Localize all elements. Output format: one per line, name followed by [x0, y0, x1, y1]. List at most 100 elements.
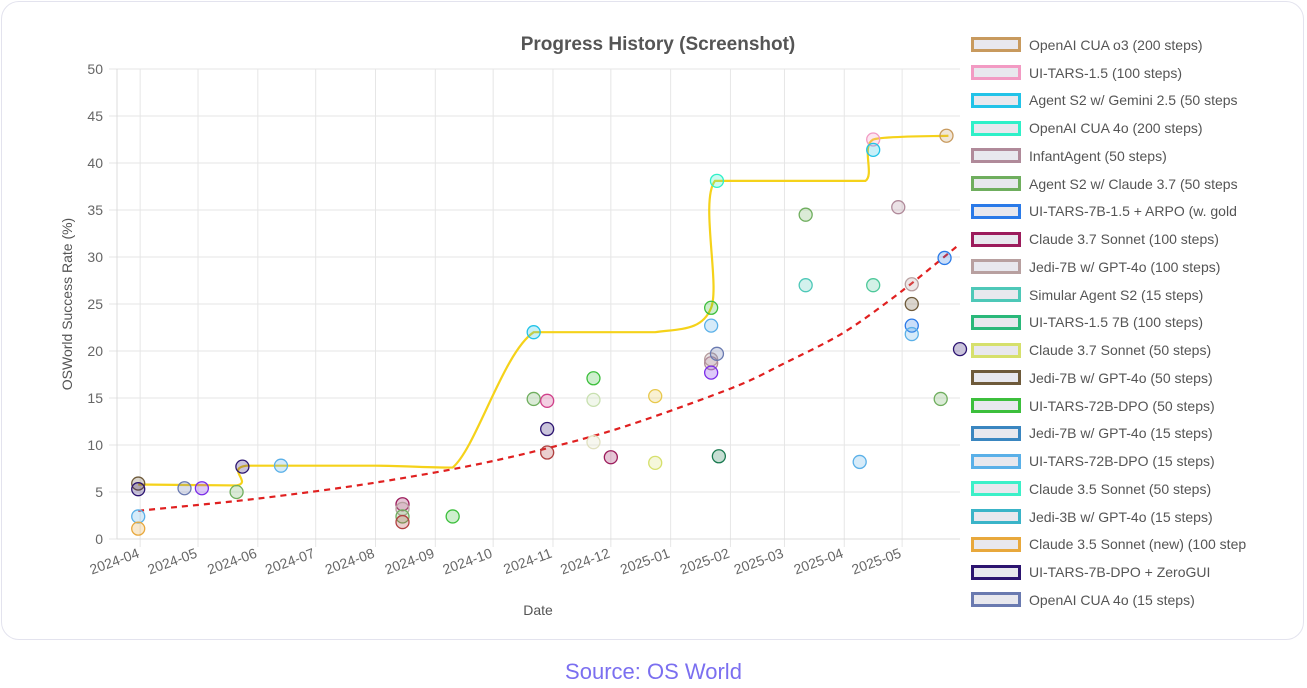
legend-label: Claude 3.5 Sonnet (50 steps)	[1029, 480, 1212, 497]
legend-label: OpenAI CUA 4o (200 steps)	[1029, 120, 1203, 137]
legend-item[interactable]: Simular Agent S2 (15 steps)	[971, 281, 1267, 309]
legend-label: Jedi-7B w/ GPT-4o (100 steps)	[1029, 258, 1221, 275]
legend-item[interactable]: Agent S2 w/ Claude 3.7 (50 steps	[971, 170, 1267, 198]
legend-label: OpenAI CUA o3 (200 steps)	[1029, 36, 1203, 53]
y-tick-label: 35	[87, 202, 103, 218]
data-point[interactable]	[852, 454, 867, 470]
legend-item[interactable]: Jedi-7B w/ GPT-4o (15 steps)	[971, 420, 1267, 448]
x-tick-label: 2025-05	[849, 545, 903, 578]
legend-item[interactable]: Claude 3.7 Sonnet (50 steps)	[971, 336, 1267, 364]
legend-item[interactable]: Jedi-7B w/ GPT-4o (50 steps)	[971, 364, 1267, 392]
trend-line	[138, 242, 961, 512]
x-tick-label: 2025-01	[618, 545, 672, 578]
data-point[interactable]	[586, 371, 601, 386]
legend-item[interactable]: UI-TARS-1.5 (100 steps)	[971, 59, 1267, 87]
data-point[interactable]	[798, 207, 813, 222]
data-point[interactable]	[131, 509, 146, 524]
legend-item[interactable]: UI-TARS-7B-1.5 + ARPO (w. gold	[971, 198, 1267, 226]
data-point[interactable]	[704, 300, 719, 315]
y-tick-label: 25	[87, 296, 103, 312]
legend-swatch	[971, 314, 1021, 330]
data-point[interactable]	[709, 346, 725, 361]
data-point[interactable]	[904, 326, 919, 342]
y-tick-label: 20	[87, 343, 103, 359]
data-point[interactable]	[939, 128, 954, 143]
legend-label: Claude 3.7 Sonnet (100 steps)	[1029, 231, 1219, 248]
data-point[interactable]	[603, 450, 618, 465]
data-point[interactable]	[445, 509, 460, 524]
data-point[interactable]	[229, 484, 244, 500]
x-tick-label: 2025-04	[792, 545, 846, 578]
legend-label: OpenAI CUA 4o (15 steps)	[1029, 591, 1195, 608]
data-point[interactable]	[273, 458, 289, 473]
data-point[interactable]	[131, 476, 146, 491]
legend-item[interactable]: OpenAI CUA o3 (200 steps)	[971, 31, 1267, 59]
legend-item[interactable]: Claude 3.7 Sonnet (100 steps)	[971, 225, 1267, 253]
x-tick-label: 2024-12	[558, 545, 612, 578]
legend-item[interactable]: Claude 3.5 Sonnet (50 steps)	[971, 475, 1267, 503]
legend-swatch	[971, 259, 1021, 275]
legend-swatch	[971, 203, 1021, 219]
data-point[interactable]	[866, 278, 881, 293]
data-point[interactable]	[937, 250, 952, 266]
data-point[interactable]	[704, 365, 719, 380]
legend-item[interactable]: Claude 3.5 Sonnet (new) (100 step	[971, 531, 1267, 559]
data-point[interactable]	[648, 388, 663, 404]
x-tick-label: 2024-11	[501, 545, 554, 577]
legend-item[interactable]: Jedi-3B w/ GPT-4o (15 steps)	[971, 503, 1267, 531]
legend-label: Jedi-7B w/ GPT-4o (50 steps)	[1029, 369, 1213, 386]
data-point[interactable]	[586, 435, 601, 450]
data-point[interactable]	[711, 449, 727, 464]
legend-item[interactable]: UI-TARS-1.5 7B (100 steps)	[971, 309, 1267, 337]
data-point[interactable]	[798, 278, 813, 293]
legend-item[interactable]: UI-TARS-72B-DPO (50 steps)	[971, 392, 1267, 420]
data-point[interactable]	[235, 459, 250, 474]
legend-swatch	[971, 370, 1021, 386]
legend-swatch	[971, 398, 1021, 414]
legend-item[interactable]: Jedi-7B w/ GPT-4o (100 steps)	[971, 253, 1267, 281]
data-point[interactable]	[395, 514, 410, 530]
legend-item[interactable]: OpenAI CUA 4o (15 steps)	[971, 586, 1267, 614]
y-tick-label: 50	[87, 61, 103, 77]
data-point[interactable]	[866, 132, 881, 147]
legend-item[interactable]: Agent S2 w/ Gemini 2.5 (50 steps	[971, 87, 1267, 115]
x-axis-label: Date	[523, 602, 553, 618]
data-point[interactable]	[526, 391, 541, 407]
data-point[interactable]	[395, 509, 410, 524]
data-point[interactable]	[540, 393, 555, 408]
legend-label: Agent S2 w/ Gemini 2.5 (50 steps	[1029, 92, 1238, 109]
data-point[interactable]	[952, 341, 968, 357]
legend-swatch	[971, 425, 1021, 441]
legend-item[interactable]: OpenAI CUA 4o (200 steps)	[971, 114, 1267, 142]
data-point[interactable]	[131, 521, 146, 536]
data-point[interactable]	[648, 455, 663, 471]
legend-label: Jedi-7B w/ GPT-4o (15 steps)	[1029, 425, 1213, 442]
data-point[interactable]	[891, 200, 906, 215]
legend-label: Claude 3.7 Sonnet (50 steps)	[1029, 342, 1212, 359]
legend-item[interactable]: UI-TARS-72B-DPO (15 steps)	[971, 447, 1267, 475]
data-point[interactable]	[709, 173, 725, 189]
legend-swatch	[971, 92, 1021, 108]
legend-label: UI-TARS-1.5 (100 steps)	[1029, 64, 1183, 81]
legend-item[interactable]: UI-TARS-7B-DPO + ZeroGUI	[971, 558, 1267, 586]
data-point[interactable]	[395, 497, 410, 512]
data-point[interactable]	[177, 481, 192, 496]
y-tick-label: 15	[87, 390, 103, 406]
data-point[interactable]	[540, 421, 555, 437]
data-point[interactable]	[704, 318, 719, 333]
data-point[interactable]	[933, 391, 948, 407]
source-caption: Source: OS World	[565, 659, 742, 684]
data-point[interactable]	[194, 481, 210, 496]
data-point[interactable]	[586, 392, 601, 408]
legend-swatch	[971, 509, 1021, 525]
data-point[interactable]	[540, 445, 555, 460]
data-point[interactable]	[904, 277, 919, 292]
legend-item[interactable]: InfantAgent (50 steps)	[971, 142, 1267, 170]
data-point[interactable]	[526, 325, 541, 340]
x-tick-label: 2024-10	[440, 545, 494, 578]
data-point[interactable]	[904, 296, 919, 312]
data-point[interactable]	[866, 142, 881, 157]
data-point[interactable]	[131, 482, 146, 497]
chart-legend: OpenAI CUA o3 (200 steps) UI-TARS-1.5 (10…	[971, 31, 1267, 617]
x-tick-label: 2024-07	[263, 545, 317, 578]
